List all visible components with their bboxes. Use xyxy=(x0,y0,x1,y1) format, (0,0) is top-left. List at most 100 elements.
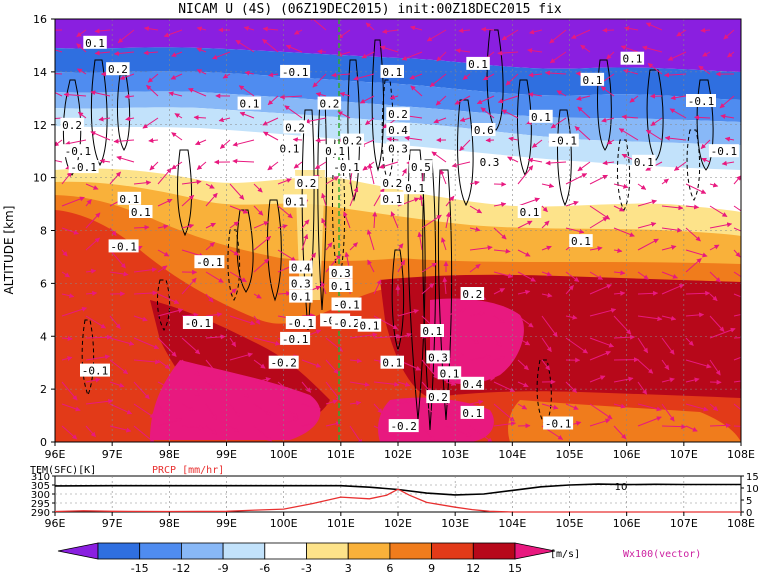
surface-x-tick-label: 108E xyxy=(727,517,755,530)
wind-vector xyxy=(386,136,399,142)
wind-vector xyxy=(661,377,675,383)
wind-vector xyxy=(565,381,578,393)
svg-text:-0.1: -0.1 xyxy=(711,145,738,158)
wind-vector xyxy=(589,284,612,295)
left-tick-label: 300 xyxy=(31,490,50,501)
wind-vector xyxy=(621,114,639,120)
wind-vector xyxy=(147,73,159,83)
x-tick-label: 97E xyxy=(102,448,123,461)
shaded-field xyxy=(55,19,741,442)
wind-vector xyxy=(700,139,711,149)
wind-vector xyxy=(61,271,71,278)
y-tick-label: 8 xyxy=(40,225,47,238)
wind-vector xyxy=(339,91,351,97)
wind-vector xyxy=(421,425,435,442)
y-tick-label: 16 xyxy=(33,13,47,26)
wind-vector xyxy=(685,337,694,346)
surface-x-tick-label: 103E xyxy=(441,517,469,530)
wind-vector xyxy=(645,22,663,31)
contour-label: 0.1 xyxy=(329,279,353,293)
shade-magenta-lower xyxy=(150,360,321,440)
wind-vector xyxy=(673,161,687,171)
wind-vector xyxy=(541,205,548,213)
svg-text:0.2: 0.2 xyxy=(285,121,305,134)
wind-vector xyxy=(263,131,279,141)
left-axis-title: TEM(SFC)[K] xyxy=(30,465,96,476)
wind-vector xyxy=(421,283,435,295)
wind-vector xyxy=(445,331,462,339)
wind-vector xyxy=(171,161,183,170)
wind-vector xyxy=(469,205,483,214)
wind-vector xyxy=(733,356,741,361)
wind-vector xyxy=(469,425,493,442)
x-tick-label: 96E xyxy=(45,448,66,461)
wind-vector xyxy=(709,271,721,283)
contour-label: 0.4 xyxy=(386,123,410,137)
contour-label: 0.1 xyxy=(403,181,427,195)
wind-vector xyxy=(195,139,207,146)
wind-vector xyxy=(565,200,579,207)
svg-text:0.1: 0.1 xyxy=(571,235,591,248)
colorbar-swatch xyxy=(97,542,141,560)
x-tick-label: 107E xyxy=(670,448,698,461)
contour-label: -0.1 xyxy=(80,363,110,378)
x-tick-label: 104E xyxy=(498,448,526,461)
wind-vector xyxy=(589,216,609,229)
wind-vector xyxy=(661,205,684,211)
contour-label: 0.3 xyxy=(426,350,450,364)
contour-label: 0.1 xyxy=(460,405,485,420)
colorbar-label: 6 xyxy=(386,562,393,575)
contour-label: 0.2 xyxy=(380,175,404,190)
wind-vector xyxy=(365,117,375,126)
wind-vector xyxy=(133,315,148,322)
wind-vector xyxy=(229,205,249,214)
wind-vector xyxy=(433,117,447,124)
contour-label: -0.2 xyxy=(268,355,299,370)
contour-label: -0.1 xyxy=(708,144,739,158)
main-axes: 96E 97E 98E 99E 100E 101E 102E 103E 104E 105E 106E… xyxy=(33,13,755,461)
wind-vector xyxy=(219,139,231,149)
colorbar-swatch xyxy=(222,542,266,560)
wind-vector xyxy=(109,249,126,269)
wind-vector xyxy=(284,105,303,119)
contour-label: 0.1 xyxy=(380,64,404,79)
wind-vector xyxy=(109,337,135,346)
wind-vector xyxy=(85,290,98,296)
wind-vector xyxy=(157,198,173,207)
svg-text:0.1: 0.1 xyxy=(285,195,305,208)
wind-vector xyxy=(541,292,553,298)
svg-text:-0.1: -0.1 xyxy=(282,333,309,346)
wind-vector xyxy=(613,425,627,440)
surface-x-tick-label: 100E xyxy=(270,517,298,530)
svg-text:0.1: 0.1 xyxy=(382,66,402,79)
wind-vector xyxy=(253,337,281,346)
wind-vector xyxy=(349,425,363,442)
left-tick-label: 290 xyxy=(31,508,50,519)
contour-label: -0.2 xyxy=(388,419,419,433)
wind-vector xyxy=(301,421,317,427)
wind-vector xyxy=(459,139,471,151)
contour-label: 0.1 xyxy=(237,96,262,111)
contour-label: -0.1 xyxy=(62,144,93,158)
wind-vector xyxy=(380,45,399,53)
wind-vector xyxy=(565,314,578,320)
wind-vector xyxy=(85,183,99,190)
wind-vector xyxy=(253,258,270,273)
x-tick-label: 101E xyxy=(327,448,355,461)
main-panel: 0.10.20.2-0.1-0.10.10.1-0.1-0.1-0.1-0.10… xyxy=(2,13,755,461)
wind-vector xyxy=(349,186,359,207)
wind-vector xyxy=(469,263,481,273)
svg-text:0.1: 0.1 xyxy=(462,407,482,420)
wind-vector xyxy=(349,400,362,406)
wind-vector xyxy=(685,249,708,258)
wind-vector xyxy=(85,377,101,383)
wind-vector xyxy=(181,337,201,355)
wind-vector xyxy=(637,221,657,229)
wind-vector xyxy=(589,375,606,383)
wind-vector xyxy=(544,70,567,76)
wind-vector xyxy=(229,381,249,398)
wind-vector xyxy=(61,293,75,299)
wind-vector xyxy=(76,68,87,75)
svg-text:-0.1: -0.1 xyxy=(288,317,315,330)
wind-vector xyxy=(528,72,543,78)
